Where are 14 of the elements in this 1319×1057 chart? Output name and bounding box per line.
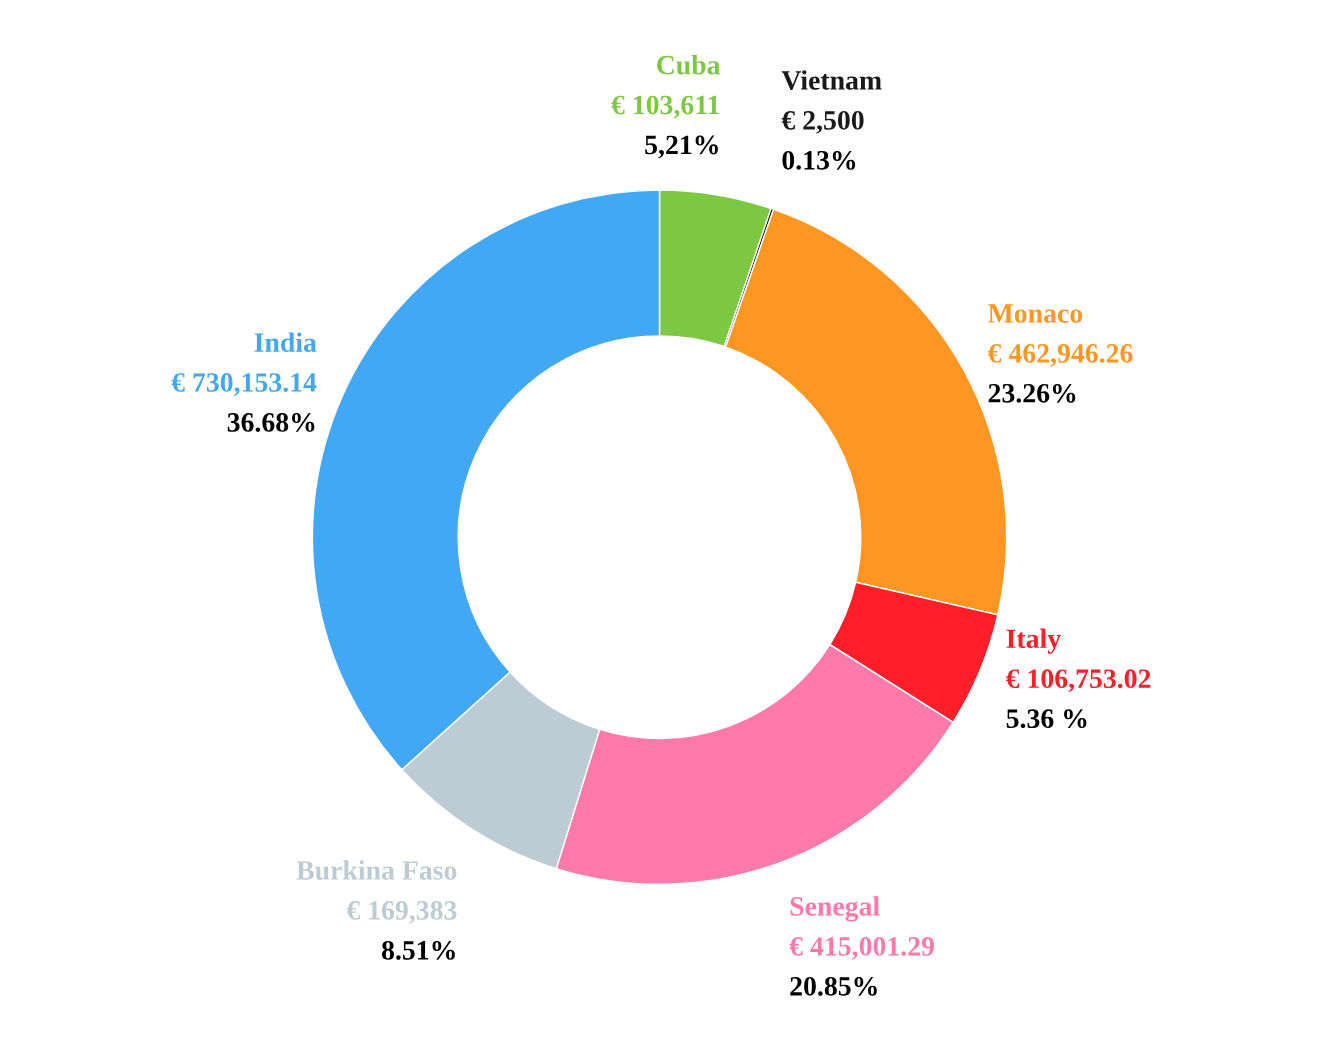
data-label: € 106,753.02 5.36 % [1005,669,1151,729]
data-label: € 462,946.26 23.26% [987,344,1133,403]
slice-label: India [254,332,317,352]
data-label: € 730,153.14 36.68% [171,373,317,432]
data-label: € 2,500 0.13% [781,110,864,170]
slice-label: Vietnam [781,70,882,90]
slice-label: Monaco [988,304,1083,323]
slice-label: Senegal [790,896,880,922]
slice-label: Cuba [657,54,721,75]
data-label: € 415,001.29 20.85% [789,937,934,996]
data-label: € 169,383 8.51% [346,901,457,960]
slice-label: Burkina Faso [296,860,457,880]
data-label: € 103,611 5,21% [611,95,720,159]
slice-label: Italy [1006,628,1061,654]
